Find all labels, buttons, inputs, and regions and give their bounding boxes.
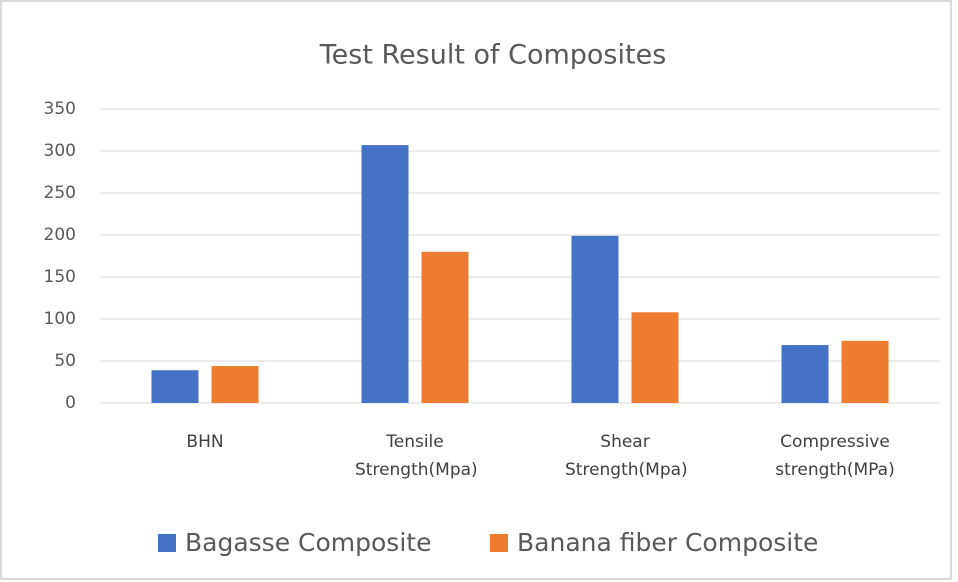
bar [361,145,409,403]
chart-title: Test Result of Composites [319,40,667,71]
legend-label: Banana fiber Composite [517,528,818,557]
y-tick-label: 50 [54,351,76,371]
y-tick-label: 300 [44,141,76,161]
bar [421,251,469,403]
x-tick-label: BHN [186,432,224,452]
y-tick-label: 0 [65,393,76,413]
x-tick-label: Shear Strength(Mpa) [565,432,688,480]
bar [211,366,259,403]
y-tick-label: 150 [44,267,76,287]
x-tick-label: Tensile Strength(Mpa) [355,432,478,480]
legend-label: Bagasse Composite [185,528,431,557]
legend-swatch [158,534,176,552]
bar [631,312,679,403]
y-tick-label: 250 [44,183,76,203]
bar [781,345,829,403]
bar [151,370,199,403]
y-tick-label: 200 [44,225,76,245]
x-tick-label: Compressive strength(MPa) [775,432,895,480]
bar [571,235,619,403]
y-tick-label: 100 [44,309,76,329]
bar [841,340,889,403]
y-tick-label: 350 [44,99,76,119]
legend-swatch [490,534,508,552]
